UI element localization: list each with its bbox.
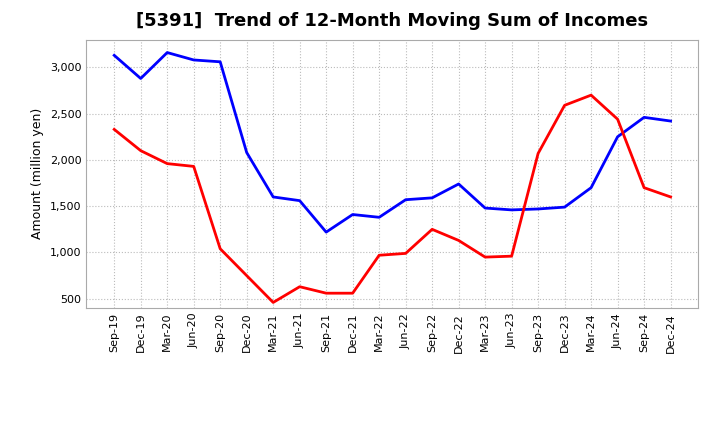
Net Income bbox=[110, 127, 119, 132]
Ordinary Income bbox=[163, 50, 171, 55]
Ordinary Income bbox=[375, 215, 384, 220]
Net Income bbox=[375, 253, 384, 258]
Net Income bbox=[216, 246, 225, 251]
Net Income bbox=[534, 151, 542, 156]
Net Income bbox=[348, 290, 357, 296]
Ordinary Income bbox=[640, 115, 649, 120]
Net Income bbox=[428, 227, 436, 232]
Y-axis label: Amount (million yen): Amount (million yen) bbox=[32, 108, 45, 239]
Ordinary Income bbox=[189, 57, 198, 62]
Ordinary Income bbox=[216, 59, 225, 64]
Net Income bbox=[454, 238, 463, 243]
Title: [5391]  Trend of 12-Month Moving Sum of Incomes: [5391] Trend of 12-Month Moving Sum of I… bbox=[136, 12, 649, 30]
Ordinary Income bbox=[401, 197, 410, 202]
Net Income bbox=[295, 284, 304, 290]
Ordinary Income bbox=[243, 150, 251, 155]
Ordinary Income bbox=[454, 181, 463, 187]
Net Income bbox=[481, 254, 490, 260]
Ordinary Income bbox=[136, 76, 145, 81]
Ordinary Income bbox=[428, 195, 436, 201]
Net Income bbox=[189, 164, 198, 169]
Net Income bbox=[508, 253, 516, 259]
Net Income bbox=[640, 185, 649, 191]
Net Income bbox=[587, 92, 595, 98]
Net Income bbox=[269, 300, 277, 305]
Ordinary Income bbox=[613, 134, 622, 139]
Ordinary Income bbox=[295, 198, 304, 203]
Net Income bbox=[322, 290, 330, 296]
Ordinary Income bbox=[560, 205, 569, 210]
Ordinary Income bbox=[269, 194, 277, 200]
Net Income bbox=[243, 273, 251, 278]
Ordinary Income bbox=[666, 118, 675, 124]
Ordinary Income bbox=[322, 230, 330, 235]
Net Income bbox=[401, 251, 410, 256]
Net Income bbox=[560, 103, 569, 108]
Net Income bbox=[163, 161, 171, 166]
Ordinary Income bbox=[348, 212, 357, 217]
Ordinary Income bbox=[587, 185, 595, 191]
Ordinary Income bbox=[481, 205, 490, 211]
Line: Net Income: Net Income bbox=[114, 95, 670, 302]
Line: Ordinary Income: Ordinary Income bbox=[114, 52, 670, 232]
Ordinary Income bbox=[110, 53, 119, 58]
Net Income bbox=[666, 194, 675, 200]
Ordinary Income bbox=[534, 206, 542, 212]
Ordinary Income bbox=[508, 207, 516, 213]
Net Income bbox=[136, 148, 145, 153]
Net Income bbox=[613, 117, 622, 122]
